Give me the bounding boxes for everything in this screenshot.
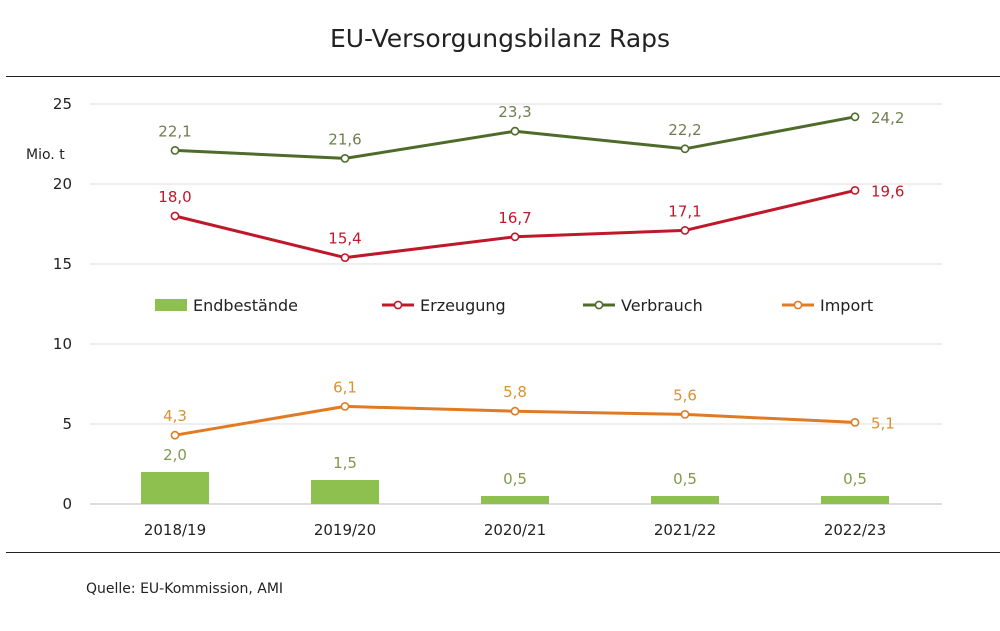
data-label-endbest-nde-2018-19: 2,0: [163, 446, 187, 464]
point-erzeugung-2018-19: [170, 211, 180, 221]
line-verbrauch: [174, 115, 856, 160]
x-axis: 2018/19 2019/20 2020/21 2021/22 2022/23: [144, 521, 886, 539]
point-verbrauch-2018-19: [170, 145, 180, 155]
data-label-erzeugung-2020-21: 16,7: [498, 209, 531, 227]
data-label-import-2020-21: 5,8: [503, 383, 527, 401]
legend-marker-erzeugung: [393, 300, 403, 310]
x-tick-label-2022-23: 2022/23: [824, 521, 886, 539]
point-import-2018-19: [170, 430, 180, 440]
point-erzeugung-2021-22: [680, 225, 690, 235]
data-label-erzeugung-2018-19: 18,0: [158, 188, 191, 206]
point-import-2021-22: [680, 409, 690, 419]
data-label-endbest-nde-2020-21: 0,5: [503, 470, 527, 488]
data-label-verbrauch-2019-20: 21,6: [328, 130, 361, 148]
data-label-import-2019-20: 6,1: [333, 378, 357, 396]
legend-label-endbest-nde: Endbestände: [193, 296, 298, 315]
data-label-erzeugung-2019-20: 15,4: [328, 230, 361, 248]
data-label-verbrauch-2022-23: 24,2: [871, 109, 904, 127]
y-tick-label-25: 25: [53, 95, 72, 113]
x-tick-label-2021-22: 2021/22: [654, 521, 716, 539]
bottom-rule: [6, 552, 1000, 553]
legend-marker-import: [793, 300, 803, 310]
bar-endbest-nde-2021-22: [651, 496, 719, 504]
point-erzeugung-2022-23: [850, 185, 860, 195]
point-verbrauch-2022-23: [850, 112, 860, 122]
x-tick-label-2018-19: 2018/19: [144, 521, 206, 539]
bar-endbest-nde-2022-23: [821, 496, 889, 504]
y-tick-label-20: 20: [53, 175, 72, 193]
bar-endbest-nde-2019-20: [311, 480, 379, 504]
series-lines: [170, 112, 860, 440]
legend: Endbestände Erzeugung Verbrauch Import: [155, 296, 873, 315]
data-label-verbrauch-2021-22: 22,2: [668, 121, 701, 139]
y-tick-label-15: 15: [53, 255, 72, 273]
data-label-endbest-nde-2019-20: 1,5: [333, 454, 357, 472]
point-verbrauch-2019-20: [340, 153, 350, 163]
source-note: Quelle: EU-Kommission, AMI: [86, 581, 284, 597]
legend-marker-verbrauch: [594, 300, 604, 310]
point-verbrauch-2020-21: [510, 126, 520, 136]
y-tick-label-0: 0: [62, 495, 72, 513]
data-label-verbrauch-2020-21: 23,3: [498, 103, 531, 121]
bar-endbest-nde-2020-21: [481, 496, 549, 504]
data-label-erzeugung-2021-22: 17,1: [668, 202, 701, 220]
point-erzeugung-2020-21: [510, 232, 520, 242]
data-label-endbest-nde-2022-23: 0,5: [843, 470, 867, 488]
data-label-endbest-nde-2021-22: 0,5: [673, 470, 697, 488]
bar-endbest-nde-2018-19: [141, 472, 209, 504]
y-tick-label-5: 5: [62, 415, 72, 433]
point-verbrauch-2021-22: [680, 144, 690, 154]
data-label-import-2022-23: 5,1: [871, 414, 895, 432]
data-label-import-2018-19: 4,3: [163, 407, 187, 425]
x-tick-label-2020-21: 2020/21: [484, 521, 546, 539]
data-labels: 2,0 1,5 0,5 0,5 0,5 18,0 15,4 16,7 17,1 19,6 22,1 2…: [158, 103, 904, 488]
legend-swatch-endbest-nde: [155, 299, 187, 311]
point-import-2020-21: [510, 406, 520, 416]
data-label-import-2021-22: 5,6: [673, 386, 697, 404]
data-label-verbrauch-2018-19: 22,1: [158, 122, 191, 140]
legend-label-import: Import: [820, 296, 873, 315]
y-axis: 0 5 10 15 20 25: [53, 95, 72, 513]
legend-label-verbrauch: Verbrauch: [621, 296, 703, 315]
y-axis-label: Mio. t: [26, 147, 65, 163]
bars-endbestaende: [141, 472, 889, 504]
legend-label-erzeugung: Erzeugung: [420, 296, 506, 315]
top-rule: [6, 76, 1000, 77]
point-import-2019-20: [340, 401, 350, 411]
x-tick-label-2019-20: 2019/20: [314, 521, 376, 539]
data-label-erzeugung-2022-23: 19,6: [871, 182, 904, 200]
point-erzeugung-2019-20: [340, 253, 350, 262]
point-import-2022-23: [850, 417, 860, 427]
chart-title: EU-Versorgungsbilanz Raps: [329, 24, 671, 53]
y-tick-label-10: 10: [53, 335, 72, 353]
